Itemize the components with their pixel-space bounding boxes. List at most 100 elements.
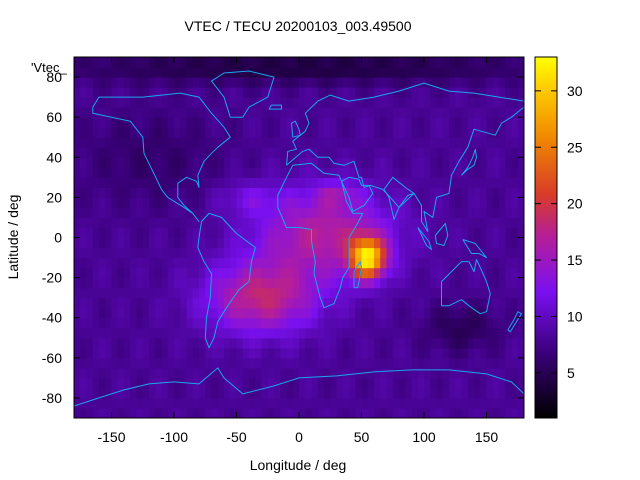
heatmap-cell — [249, 297, 256, 309]
heatmap-cell — [92, 387, 100, 399]
heatmap-cell — [455, 187, 463, 198]
heatmap-cell — [236, 87, 244, 98]
heatmap-cell — [274, 77, 281, 88]
heatmap-cell — [249, 367, 256, 379]
heatmap-cell — [186, 107, 194, 118]
heatmap-cell — [161, 67, 169, 78]
heatmap-cell — [449, 227, 456, 239]
heatmap-cell — [205, 307, 213, 319]
heatmap-cell — [205, 297, 213, 309]
heatmap-cell — [349, 347, 356, 359]
heatmap-cell — [380, 217, 388, 229]
heatmap-cell — [342, 307, 350, 319]
heatmap-cell — [130, 387, 138, 399]
heatmap-cell — [224, 327, 231, 339]
heatmap-cell — [336, 157, 344, 168]
heatmap-cell — [449, 127, 456, 138]
heatmap-cell — [349, 187, 356, 198]
heatmap-cell — [492, 377, 500, 389]
heatmap-cell — [230, 267, 238, 279]
heatmap-cell — [161, 167, 169, 178]
heatmap-cell — [111, 277, 119, 289]
heatmap-cell — [174, 197, 181, 209]
heatmap-cell — [405, 237, 413, 249]
heatmap-cell — [349, 257, 356, 269]
heatmap-cell — [92, 167, 100, 178]
heatmap-cell — [480, 87, 488, 98]
heatmap-cell — [474, 197, 481, 209]
heatmap-cell — [299, 337, 306, 349]
heatmap-cell — [205, 367, 213, 379]
heatmap-cell — [105, 247, 113, 259]
heatmap-cell — [230, 187, 238, 198]
heatmap-cell — [224, 117, 231, 128]
heatmap-cell — [192, 347, 200, 359]
heatmap-cell — [374, 147, 381, 158]
heatmap-cell — [255, 367, 263, 379]
heatmap-cell — [374, 387, 381, 399]
heatmap-cell — [136, 347, 144, 359]
heatmap-cell — [449, 277, 456, 289]
heatmap-cell — [305, 237, 313, 249]
heatmap-cell — [480, 277, 488, 289]
heatmap-cell — [455, 87, 463, 98]
heatmap-cell — [386, 147, 394, 158]
heatmap-cell — [436, 247, 444, 259]
coastline-iceland — [268, 104, 282, 110]
heatmap-cell — [161, 217, 169, 229]
heatmap-cell — [492, 147, 500, 158]
heatmap-cell — [442, 307, 450, 319]
heatmap-cell — [399, 317, 406, 329]
heatmap-cell — [505, 307, 513, 319]
heatmap-cell — [111, 117, 119, 128]
heatmap-cell — [467, 347, 475, 359]
heatmap-cell — [217, 227, 225, 239]
heatmap-cell — [224, 217, 231, 229]
heatmap-cell — [155, 267, 163, 279]
heatmap-cell — [267, 227, 275, 239]
heatmap-cell — [249, 87, 256, 98]
heatmap-cell — [417, 247, 425, 259]
heatmap-cell — [361, 187, 369, 198]
heatmap-cell — [380, 177, 388, 188]
heatmap-cell — [499, 367, 506, 379]
heatmap-cell — [436, 147, 444, 158]
heatmap-cell — [186, 247, 194, 259]
heatmap-cell — [255, 67, 263, 78]
heatmap-cell — [286, 207, 294, 219]
heatmap-cell — [149, 397, 156, 409]
heatmap-cell — [174, 207, 181, 219]
heatmap-cell — [86, 197, 94, 209]
heatmap-cell — [130, 67, 138, 78]
heatmap-cell — [211, 377, 219, 389]
heatmap-cell — [161, 87, 169, 98]
heatmap-cell — [117, 327, 125, 339]
heatmap-cell — [374, 107, 381, 118]
heatmap-cell — [280, 57, 288, 68]
heatmap-cell — [342, 347, 350, 359]
heatmap-cell — [386, 117, 394, 128]
heatmap-cell — [330, 227, 338, 239]
heatmap-cell — [386, 357, 394, 369]
heatmap-cell — [324, 377, 331, 389]
heatmap-cell — [342, 397, 350, 409]
heatmap-cell — [455, 207, 463, 219]
heatmap-cell — [117, 347, 125, 359]
heatmap-cell — [392, 217, 400, 229]
heatmap-cell — [474, 317, 481, 329]
heatmap-cell — [74, 107, 81, 118]
heatmap-cell — [80, 387, 88, 399]
heatmap-cell — [149, 367, 156, 379]
heatmap-cell — [455, 227, 463, 239]
heatmap-cell — [474, 307, 481, 319]
heatmap-cell — [386, 167, 394, 178]
heatmap-cell — [324, 67, 331, 78]
heatmap-cell — [336, 227, 344, 239]
heatmap-cell — [186, 327, 194, 339]
heatmap-cell — [417, 67, 425, 78]
heatmap-cell — [467, 217, 475, 229]
heatmap-cell — [80, 177, 88, 188]
heatmap-cell — [267, 77, 275, 88]
heatmap-cell — [486, 247, 494, 259]
